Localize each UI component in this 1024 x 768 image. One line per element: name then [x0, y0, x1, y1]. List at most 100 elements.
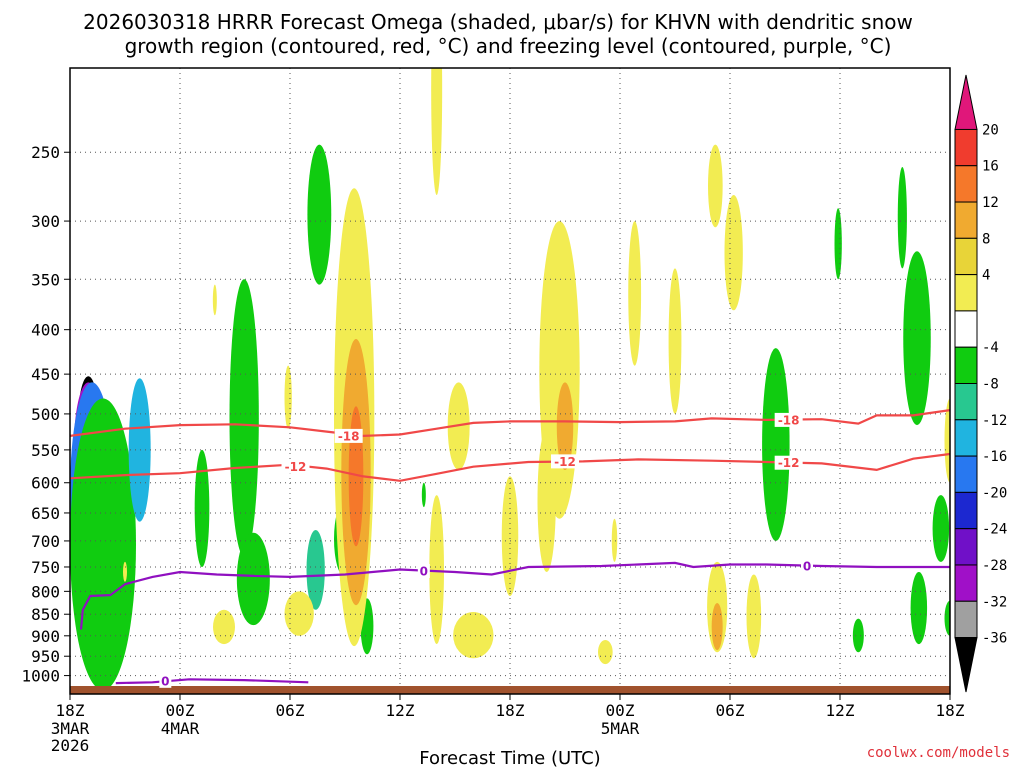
colorbar-swatch-1 — [954, 128, 978, 167]
omega-cell-15 — [897, 167, 907, 269]
y-tick-label-450: 450 — [31, 365, 60, 384]
omega-cell-46 — [944, 398, 950, 483]
omega-shading-layer — [70, 68, 950, 691]
colorbar: 20 16 12 8 4 -4 -8 -12 -16 -20 -24 -28 -32 -36 — [954, 74, 1007, 693]
omega-cell-20 — [421, 482, 426, 508]
contour-label-minus-18-1: -18 — [778, 413, 800, 427]
x-tick-label-0: 18Z — [56, 701, 85, 720]
colorbar-swatch-13 — [954, 564, 978, 602]
x-tick-label-6: 06Z — [716, 701, 745, 720]
x-tick-sublabel-0-0: 3MAR — [51, 719, 90, 738]
x-tick-label-5: 00Z — [606, 701, 635, 720]
contour-label-bg-freezing-main-0 — [417, 563, 430, 578]
colorbar-label-10: -24 — [982, 522, 1007, 538]
omega-cell-49 — [611, 518, 618, 562]
omega-cell-40 — [501, 476, 519, 597]
omega-cell-36 — [724, 195, 743, 311]
colorbar-swatch-11 — [954, 491, 978, 530]
colorbar-swatch-10 — [954, 455, 978, 493]
omega-cell-43 — [284, 365, 292, 429]
y-tick-label-950: 950 — [31, 647, 60, 666]
colorbar-label-1: 16 — [982, 159, 999, 175]
omega-cell-27 — [431, 68, 443, 195]
x-tick-label-4: 18Z — [496, 701, 525, 720]
colorbar-swatch-12 — [954, 528, 978, 566]
x-tick-label-2: 06Z — [276, 701, 305, 720]
contour-label-bg-minus-18-1 — [774, 412, 803, 427]
omega-cell-39 — [453, 612, 494, 659]
y-tick-label-900: 900 — [31, 627, 60, 646]
colorbar-swatch-7 — [954, 346, 978, 384]
omega-cell-45 — [123, 561, 127, 582]
contour-label-freezing-low-0: 0 — [161, 674, 169, 688]
colorbar-swatch-6 — [954, 310, 978, 348]
credit-text: coolwx.com/models — [867, 745, 1010, 761]
contour-freezing-main — [79, 561, 950, 630]
colorbar-label-7: -12 — [982, 413, 1007, 429]
omega-cell-7 — [229, 279, 259, 557]
contour-label-freezing-main-0: 0 — [420, 564, 428, 578]
ground-surface — [70, 686, 950, 694]
y-tick-label-300: 300 — [31, 212, 60, 231]
y-tick-label-500: 500 — [31, 405, 60, 424]
chart-title-line-1: 2026030318 HRRR Forecast Omega (shaded, … — [83, 10, 913, 34]
colorbar-swatch-15 — [954, 637, 978, 693]
y-tick-label-850: 850 — [31, 605, 60, 624]
omega-cell-48 — [628, 221, 642, 366]
contour-label-minus-12-1: -12 — [554, 455, 576, 469]
y-tick-label-650: 650 — [31, 504, 60, 523]
x-tick-sublabel-1-0: 4MAR — [161, 719, 200, 738]
omega-cell-19 — [944, 600, 950, 636]
colorbar-swatch-2 — [954, 165, 978, 203]
omega-cell-28 — [429, 495, 444, 645]
contour-minus-12 — [70, 452, 950, 482]
contour-label-bg-freezing-low-0 — [159, 673, 172, 688]
omega-cell-30 — [556, 382, 574, 470]
omega-cell-33 — [708, 144, 723, 228]
colorbar-swatch-14 — [954, 600, 978, 639]
y-tick-label-750: 750 — [31, 558, 60, 577]
omega-cell-37 — [746, 574, 762, 659]
contour-label-minus-12-2: -12 — [778, 456, 800, 470]
contour-layer: -18 -18 -12 -12 -12 0 0 0 — [70, 409, 950, 688]
contour-label-minus-12-0: -12 — [285, 460, 307, 474]
omega-cell-42 — [213, 609, 235, 645]
colorbar-label-9: -20 — [982, 485, 1007, 501]
contour-label-bg-minus-12-0 — [281, 459, 310, 474]
omega-cell-3 — [70, 398, 136, 691]
omega-cell-6 — [307, 144, 332, 285]
omega-cell-13 — [834, 208, 842, 280]
colorbar-label-3: 8 — [982, 231, 990, 247]
colorbar-label-6: -8 — [982, 377, 999, 393]
omega-cell-44 — [212, 284, 217, 316]
omega-cell-4 — [128, 378, 151, 522]
omega-cell-16 — [910, 571, 928, 645]
x-tick-label-1: 00Z — [166, 701, 195, 720]
x-tick-label-8: 18Z — [936, 701, 965, 720]
contour-label-bg-minus-12-1 — [551, 454, 579, 469]
contour-minus-18 — [70, 409, 950, 438]
contour-label-bg-minus-12-2 — [774, 455, 803, 470]
contour-label-freezing-main-1: 0 — [803, 559, 811, 573]
x-axis-label: Forecast Time (UTC) — [419, 748, 600, 768]
colorbar-swatch-0 — [954, 74, 978, 130]
contour-label-bg-freezing-main-1 — [801, 558, 813, 573]
x-tick-sublabel-0-1: 2026 — [51, 736, 90, 755]
y-tick-label-250: 250 — [31, 143, 60, 162]
y-tick-label-600: 600 — [31, 474, 60, 493]
colorbar-label-0: 20 — [982, 122, 999, 138]
omega-cell-41 — [284, 591, 314, 636]
y-tick-label-800: 800 — [31, 582, 60, 601]
colorbar-label-11: -28 — [982, 558, 1007, 574]
x-tick-label-7: 12Z — [826, 701, 855, 720]
y-tick-label-350: 350 — [31, 270, 60, 289]
colorbar-swatch-4 — [954, 237, 978, 276]
x-tick-sublabel-5-0: 5MAR — [601, 719, 640, 738]
colorbar-label-12: -32 — [982, 594, 1007, 610]
omega-cell-18 — [932, 495, 950, 562]
x-tick-label-3: 12Z — [386, 701, 415, 720]
colorbar-label-13: -36 — [982, 631, 1007, 647]
colorbar-label-5: -4 — [982, 340, 999, 356]
